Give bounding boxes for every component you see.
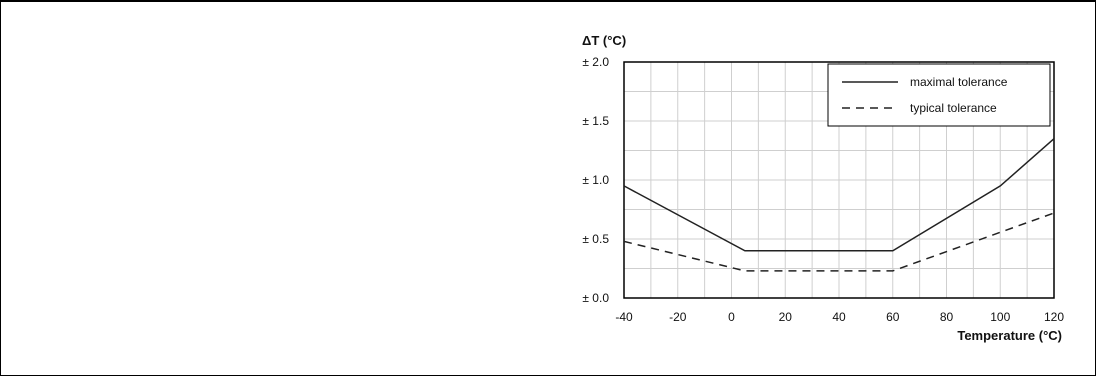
legend-entry: typical tolerance [910,101,997,115]
y-tick-label: ± 1.5 [582,114,609,128]
series-lines [623,138,1055,272]
x-tick-label: -20 [669,310,687,324]
legend-box [827,63,1051,127]
x-tick-label: 80 [940,310,954,324]
legend-entry: maximal tolerance [910,75,1008,89]
x-tick-label: 100 [990,310,1010,324]
y-tick-label: ± 0.5 [582,232,609,246]
x-tick-label: 0 [728,310,735,324]
y-tick-label: ± 2.0 [582,55,609,69]
series-typical-tolerance-line [623,212,1055,272]
y-tick-label: ± 1.0 [582,173,609,187]
legend: maximal tolerance typical tolerance [827,63,1051,127]
x-tick-label: 120 [1044,310,1064,324]
plot-area [623,61,1055,299]
x-tick-label: 40 [832,310,846,324]
series-maximal-tolerance-line [623,138,1055,252]
y-axis-label: ΔT (°C) [582,33,626,48]
x-axis-label: Temperature (°C) [957,328,1062,343]
x-tick-label: 20 [779,310,793,324]
x-tick-label: 60 [886,310,900,324]
x-tick-label: -40 [615,310,633,324]
axis-ticks: -40 -20 0 20 40 60 80 100 120 ± 0.0 ± 0.5 ± 1.0 ± 1.… [582,55,1064,324]
y-tick-label: ± 0.0 [582,291,609,305]
